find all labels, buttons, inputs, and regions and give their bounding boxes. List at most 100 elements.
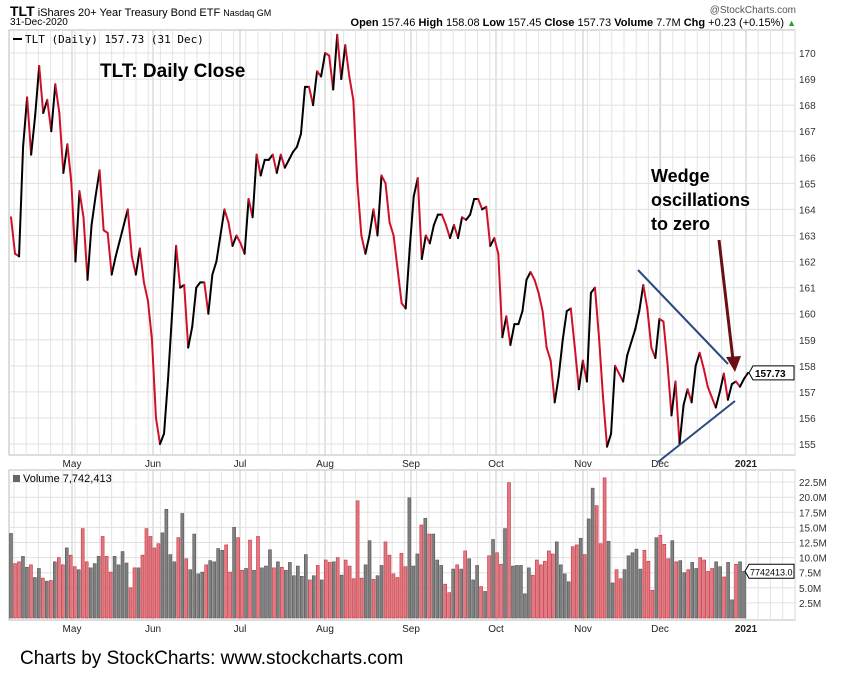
copyright: @StockCharts.com: [709, 5, 796, 16]
volume-bar: [184, 558, 189, 619]
price-segment: [287, 151, 294, 161]
volume-bar: [172, 561, 177, 619]
volume-bar: [387, 554, 392, 619]
price-segment: [299, 85, 306, 135]
volume-bar: [399, 553, 404, 619]
price-segment: [525, 270, 532, 281]
volume-bar: [451, 568, 455, 619]
y-tick-label: 170: [799, 49, 816, 60]
price-segment: [545, 346, 552, 362]
volume-bar: [300, 576, 304, 619]
volume-bar: [638, 568, 643, 619]
y-tick-label: 166: [799, 153, 816, 164]
ohlc-summary: Open 157.46 High 158.08 Low 157.45 Close…: [351, 17, 796, 29]
price-segment: [30, 114, 37, 156]
volume-bar: [574, 544, 579, 619]
price-segment: [332, 33, 339, 91]
low-value: 157.45: [507, 17, 542, 29]
y-tick-label: 160: [799, 310, 816, 321]
volume-bar: [25, 566, 29, 619]
price-segment: [271, 153, 278, 174]
volume-bar: [351, 578, 356, 619]
price-segment: [348, 75, 355, 101]
price-segment: [597, 336, 605, 399]
volume-bar: [650, 589, 655, 619]
price-segment: [509, 323, 516, 346]
volume-bar: [439, 565, 444, 619]
volume-bar: [260, 567, 264, 619]
volume-bar: [694, 568, 699, 619]
price-segment: [154, 416, 162, 446]
volume-bar: [658, 534, 663, 619]
price-segment: [279, 153, 286, 169]
price-segment: [255, 153, 262, 177]
volume-bar: [407, 497, 412, 619]
volume-bar: [204, 564, 208, 619]
price-segment: [50, 83, 57, 133]
price-segment: [610, 364, 617, 435]
price-segment: [203, 281, 210, 315]
volume-bar: [690, 562, 695, 619]
price-segment: [126, 208, 133, 258]
volume-bar: [13, 563, 17, 619]
volume-bar: [80, 528, 85, 619]
chart-title: TLT: Daily Close: [100, 61, 245, 82]
last-price-label: 157.73: [755, 369, 786, 380]
volume-bar: [284, 569, 288, 619]
volume-bar: [96, 556, 101, 619]
price-segment: [34, 65, 41, 117]
price-segment: [110, 255, 117, 276]
price-segment: [706, 385, 713, 399]
price-segment: [529, 270, 536, 281]
volume-bar: [598, 543, 603, 619]
price-segment: [682, 388, 689, 406]
chg-label: Chg: [683, 17, 706, 29]
price-segment: [557, 338, 564, 378]
volume-bar: [276, 561, 280, 619]
x-tick-label: Sep: [402, 459, 420, 470]
volume-bar: [148, 536, 153, 619]
x-tick-label: Aug: [316, 624, 334, 635]
volume-bar: [363, 564, 368, 619]
price-segment: [537, 291, 544, 313]
volume-bar: [554, 541, 559, 619]
x-tick-label: Nov: [574, 624, 592, 635]
volume-bar: [742, 570, 746, 619]
y-tick-label: 158: [799, 362, 816, 373]
volume-bar: [168, 554, 173, 619]
price-segment: [614, 364, 621, 375]
volume-bar: [459, 568, 463, 619]
price-segment: [58, 111, 65, 174]
price-segment: [344, 44, 351, 78]
price-segment: [453, 224, 460, 240]
price-segment: [573, 346, 580, 391]
volume-bar: [666, 558, 671, 619]
price-segment: [98, 169, 105, 232]
price-segment: [183, 284, 190, 349]
x-tick-label: Jul: [234, 624, 247, 635]
price-segment: [195, 281, 202, 289]
price-segment: [66, 143, 73, 185]
price-segment: [678, 403, 685, 446]
volume-tick-label: 22.5M: [799, 478, 827, 489]
volume-bar: [339, 574, 344, 619]
price-segment: [340, 44, 347, 81]
volume-bar: [327, 562, 332, 619]
price-segment: [674, 380, 681, 446]
volume-bar: [76, 569, 81, 619]
volume-bar: [535, 559, 539, 619]
volume-bar: [447, 592, 452, 619]
volume-bar: [104, 556, 109, 619]
price-segment: [710, 396, 717, 409]
price-segment: [207, 273, 214, 315]
price-segment: [622, 354, 629, 383]
price-segment: [167, 312, 174, 380]
volume-bar: [49, 580, 53, 619]
price-segment: [78, 190, 85, 219]
volume-bar: [491, 539, 495, 619]
price-segment: [654, 317, 661, 360]
symbol-header: TLT iShares 20+ Year Treasury Bond ETF N…: [10, 3, 271, 19]
price-segment: [702, 367, 709, 388]
y-tick-label: 159: [799, 336, 816, 347]
